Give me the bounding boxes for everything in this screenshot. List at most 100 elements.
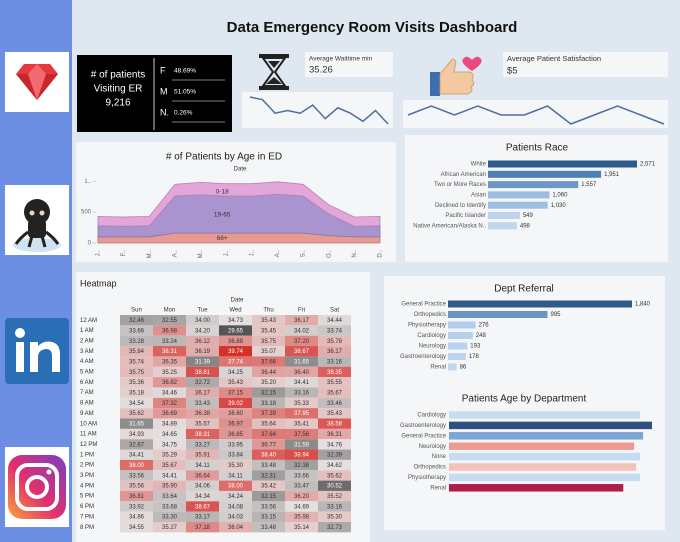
heat-cell [318, 346, 351, 357]
linkedin-icon [5, 318, 69, 384]
heat-cell [252, 366, 285, 378]
heat-cell [318, 325, 351, 336]
row-label: 9 AM [80, 411, 94, 417]
gender-share: 48.69% [174, 68, 196, 75]
cell-label: 32.15 [261, 391, 277, 397]
cell-label: 34.08 [228, 504, 244, 510]
cell-label: 34.41 [162, 473, 178, 479]
bar [449, 463, 637, 471]
ruby-icon [5, 52, 69, 112]
cell-label: 36.17 [294, 318, 310, 324]
category-label: Native American/Alaska N.. [413, 223, 486, 229]
heat-cell [285, 346, 318, 357]
cell-label: 34.46 [162, 391, 178, 397]
cell-label: 36.98 [162, 328, 178, 334]
gender-label: M [160, 86, 168, 96]
cell-label: 37.64 [261, 432, 277, 438]
heat-cell [285, 490, 318, 502]
kpi-label: Visiting ER [94, 84, 143, 95]
cell-label: 38.31 [195, 432, 211, 438]
heat-cell [252, 522, 285, 533]
bar [488, 201, 548, 209]
heat-cell [219, 480, 252, 491]
cell-label: 34.03 [228, 515, 244, 521]
heat-cell [153, 470, 186, 481]
cell-label: 38.00 [129, 463, 145, 469]
cell-label: 34.62 [327, 463, 343, 469]
chart-title: Patients Race [506, 143, 569, 154]
heat-cell [219, 346, 252, 357]
cell-label: 35.64 [261, 422, 277, 428]
x-tick-label: D.. [378, 250, 384, 258]
bar [488, 181, 579, 189]
bar [449, 442, 635, 450]
kpi-box [77, 55, 232, 132]
heat-cell [120, 522, 153, 533]
heat-cell [186, 397, 219, 409]
heat-cell [252, 511, 285, 522]
bar [449, 421, 652, 430]
category-label: Cardiology [417, 413, 446, 419]
x-tick-label: J.. [96, 250, 102, 257]
x-tick-label: M.. [147, 250, 153, 259]
heat-cell [219, 356, 252, 367]
series-label: 66+ [217, 235, 228, 242]
heat-cell [153, 315, 186, 326]
heat-cell [285, 325, 318, 336]
bar [449, 473, 641, 482]
value-label: 193 [470, 344, 481, 350]
heat-cell [153, 356, 186, 367]
hourglass-icon [259, 54, 289, 90]
heat-cell [318, 449, 351, 460]
cell-label: 38.58 [327, 422, 343, 428]
cell-label: 35.43 [228, 380, 244, 386]
column-label: Mon [164, 308, 176, 314]
heat-cell [186, 480, 219, 491]
cell-label: 33.17 [195, 515, 211, 521]
wait-label: Average Waittime min [309, 56, 373, 63]
category-label: General Practice [401, 433, 446, 439]
series-label: 19-65 [214, 211, 231, 218]
heat-cell [252, 315, 285, 326]
heat-cell [252, 470, 285, 481]
row-label: 12 AM [80, 318, 97, 324]
heat-cell [186, 428, 219, 440]
cell-label: 34.55 [129, 525, 145, 531]
cell-label: 33.92 [129, 504, 145, 510]
cell-label: 38.67 [195, 504, 211, 510]
heat-cell [285, 377, 318, 388]
cell-label: 34.76 [327, 442, 343, 448]
cell-label: 36.19 [195, 349, 211, 355]
heat-cell [186, 315, 219, 326]
bar [448, 332, 473, 339]
cell-label: 37.15 [228, 391, 244, 397]
row-label: 2 AM [80, 338, 94, 344]
category-label: Pacific Islander [445, 213, 486, 219]
bar [488, 222, 517, 230]
heat-cell [153, 397, 186, 409]
cell-label: 35.55 [327, 380, 343, 386]
heat-cell [285, 387, 318, 398]
bar [449, 411, 641, 419]
cell-label: 31.65 [294, 359, 310, 365]
cell-label: 35.30 [228, 463, 244, 469]
cell-label: 35.18 [129, 391, 145, 397]
cell-label: 33.43 [195, 401, 211, 407]
cell-label: 35.29 [162, 453, 178, 459]
x-tick-label: O.. [326, 250, 332, 258]
cell-label: 35.42 [261, 484, 277, 490]
heat-cell [219, 439, 252, 450]
heat-cell [285, 366, 318, 378]
heat-cell [318, 356, 351, 367]
trend-line [249, 96, 389, 125]
cell-label: 36.82 [162, 380, 178, 386]
heat-cell [153, 439, 186, 450]
cell-label: 33.68 [162, 504, 178, 510]
value-label: 248 [476, 333, 487, 339]
cell-label: 33.47 [294, 484, 310, 490]
cell-label: 35.91 [195, 453, 211, 459]
row-label: 4 PM [80, 483, 94, 489]
cell-label: 37.18 [195, 525, 211, 531]
category-label: Two or More Races [434, 182, 486, 188]
